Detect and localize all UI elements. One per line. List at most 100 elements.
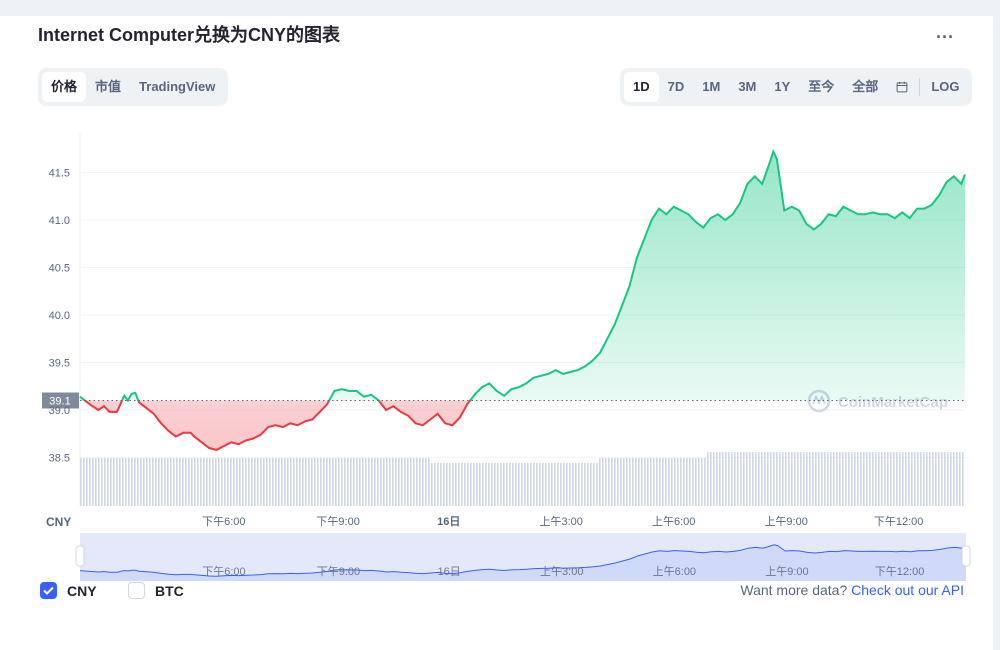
volume-bar bbox=[140, 458, 142, 506]
range-1y[interactable]: 1Y bbox=[774, 79, 791, 94]
range-1m[interactable]: 1M bbox=[702, 79, 721, 94]
btc-label: BTC bbox=[155, 582, 184, 599]
volume-bar bbox=[782, 452, 784, 506]
volume-bar bbox=[713, 452, 715, 506]
volume-bar bbox=[815, 452, 817, 506]
volume-bar bbox=[173, 458, 175, 506]
volume-bar bbox=[860, 452, 862, 506]
volume-bar bbox=[617, 458, 619, 506]
volume-bar bbox=[497, 463, 499, 506]
volume-bar bbox=[317, 458, 319, 506]
log-toggle[interactable]: LOG bbox=[931, 79, 960, 94]
range-navigator[interactable]: 下午6:00 下午9:00 16日 上午3:00 上午6:00 上午9:00 下午12:00 bbox=[75, 533, 971, 581]
volume-bar bbox=[404, 458, 406, 506]
volume-bar bbox=[455, 463, 457, 506]
x-tick-label: 上午3:00 bbox=[540, 515, 583, 528]
volume-bar bbox=[506, 463, 508, 506]
range-1d[interactable]: 1D bbox=[624, 72, 659, 102]
range-all[interactable]: 全部 bbox=[852, 79, 879, 94]
volume-bar bbox=[824, 452, 826, 506]
volume-bar bbox=[365, 458, 367, 506]
volume-bar bbox=[599, 458, 601, 506]
volume-bar bbox=[776, 452, 778, 506]
volume-bar bbox=[191, 458, 193, 506]
volume-bar bbox=[899, 452, 901, 506]
volume-bar bbox=[725, 452, 727, 506]
legend-cny[interactable]: CNY bbox=[40, 582, 97, 599]
volume-bar bbox=[656, 458, 658, 506]
more-options-icon[interactable]: ... bbox=[936, 22, 955, 42]
volume-bar bbox=[170, 458, 172, 506]
volume-bar bbox=[485, 463, 487, 506]
api-prefix: Want more data? bbox=[740, 582, 848, 598]
volume-bar bbox=[353, 458, 355, 506]
volume-bar bbox=[956, 452, 958, 506]
volume-bar bbox=[323, 458, 325, 506]
volume-bar bbox=[803, 452, 805, 506]
volume-bar bbox=[479, 463, 481, 506]
volume-bar bbox=[386, 458, 388, 506]
x-tick-label: 下午6:00 bbox=[202, 515, 245, 528]
tab-tradingview[interactable]: TradingView bbox=[139, 79, 216, 94]
volume-bar bbox=[464, 463, 466, 506]
page-title: Internet Computer兑换为CNY的图表 bbox=[38, 25, 341, 45]
navigator-right-handle[interactable] bbox=[961, 545, 971, 567]
volume-bar bbox=[314, 458, 316, 506]
volume-bar bbox=[152, 458, 154, 506]
volume-bar bbox=[284, 458, 286, 506]
chart-axes: 38.5 39.0 39.5 40.0 40.5 41.0 41.5 CNY 下午6:00 下午9… bbox=[46, 168, 923, 530]
volume-bar bbox=[755, 452, 757, 506]
legend-btc[interactable]: BTC bbox=[128, 582, 184, 599]
calendar-icon[interactable] bbox=[887, 72, 917, 102]
volume-bar bbox=[416, 458, 418, 506]
x-tick-label: 16日 bbox=[437, 515, 460, 528]
navigator-tick-label: 下午12:00 bbox=[875, 565, 925, 578]
volume-bar bbox=[818, 452, 820, 506]
range-3m[interactable]: 3M bbox=[738, 79, 757, 94]
btc-checkbox[interactable] bbox=[128, 582, 145, 599]
volume-bar bbox=[554, 463, 556, 506]
volume-bar bbox=[200, 458, 202, 506]
volume-bar bbox=[440, 463, 442, 506]
volume-bar bbox=[389, 458, 391, 506]
volume-bar bbox=[935, 452, 937, 506]
tab-price[interactable]: 价格 bbox=[42, 72, 87, 102]
volume-bar bbox=[908, 452, 910, 506]
volume-bar bbox=[665, 458, 667, 506]
volume-bar bbox=[476, 463, 478, 506]
volume-bar bbox=[293, 458, 295, 506]
volume-bar bbox=[425, 458, 427, 506]
api-link[interactable]: Check out our API bbox=[851, 582, 964, 598]
volume-bar bbox=[701, 458, 703, 506]
volume-bar bbox=[611, 458, 613, 506]
volume-bar bbox=[836, 452, 838, 506]
y-tick-label: 40.5 bbox=[49, 263, 70, 275]
cny-checkbox[interactable] bbox=[40, 582, 57, 599]
volume-bar bbox=[959, 452, 961, 506]
range-7d[interactable]: 7D bbox=[667, 79, 685, 94]
area-above-reference bbox=[80, 151, 965, 401]
volume-bar bbox=[410, 458, 412, 506]
navigator-tick-label: 上午3:00 bbox=[540, 565, 583, 578]
volume-bar bbox=[827, 452, 829, 506]
range-ytd[interactable]: 至今 bbox=[808, 79, 835, 94]
volume-bar bbox=[602, 458, 604, 506]
navigator-tick-label: 下午9:00 bbox=[317, 565, 360, 578]
navigator-left-handle[interactable] bbox=[75, 545, 85, 567]
volume-bar bbox=[335, 458, 337, 506]
volume-bar bbox=[107, 458, 109, 506]
volume-bar bbox=[266, 458, 268, 506]
volume-bar bbox=[896, 452, 898, 506]
volume-bar bbox=[563, 463, 565, 506]
volume-bar bbox=[620, 458, 622, 506]
tab-market-cap[interactable]: 市值 bbox=[95, 79, 122, 94]
x-tick-label: 上午9:00 bbox=[764, 515, 807, 528]
volume-bar bbox=[254, 458, 256, 506]
volume-bar bbox=[806, 452, 808, 506]
volume-bar bbox=[413, 458, 415, 506]
y-tick-label: 38.5 bbox=[49, 453, 70, 465]
volume-bar bbox=[500, 463, 502, 506]
volume-bar bbox=[470, 463, 472, 506]
volume-bar bbox=[167, 458, 169, 506]
volume-bar bbox=[821, 452, 823, 506]
